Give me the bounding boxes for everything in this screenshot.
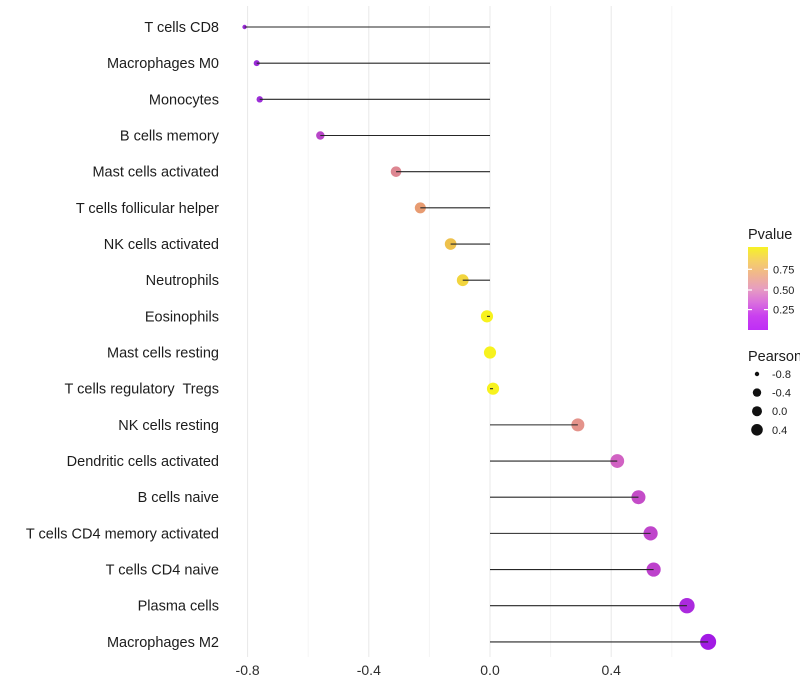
pearson-legend-dot bbox=[751, 424, 763, 436]
y-axis-label: Monocytes bbox=[149, 92, 219, 108]
lollipop-row: Macrophages M0 bbox=[107, 56, 490, 72]
pearson-legend-dot bbox=[754, 371, 760, 377]
y-axis-label: T cells regulatory Tregs bbox=[65, 382, 219, 398]
lollipop-row: Dendritic cells activated bbox=[67, 454, 625, 470]
lollipop-row: B cells memory bbox=[120, 129, 490, 145]
lollipop-row: Macrophages M2 bbox=[107, 633, 717, 651]
pvalue-legend-title: Pvalue bbox=[748, 227, 792, 243]
y-axis-label: Mast cells resting bbox=[107, 346, 219, 362]
lollipop-row: Monocytes bbox=[149, 92, 490, 108]
pearson-legend-title: Pearson bbox=[748, 349, 800, 365]
y-axis-label: Plasma cells bbox=[138, 599, 219, 615]
y-axis-label: Mast cells activated bbox=[92, 165, 219, 181]
pvalue-colorbar bbox=[748, 247, 768, 330]
pearson-legend-dot bbox=[752, 388, 762, 397]
pearson-legend-dot bbox=[752, 406, 762, 417]
y-axis-label: Dendritic cells activated bbox=[67, 454, 219, 470]
lollipop-row: Eosinophils bbox=[145, 309, 494, 325]
pearson-legend-label: -0.4 bbox=[772, 388, 791, 400]
y-axis-label: Macrophages M0 bbox=[107, 56, 219, 72]
y-axis-label: T cells CD4 naive bbox=[106, 563, 219, 579]
y-axis-label: NK cells resting bbox=[118, 418, 219, 434]
x-axis-tick-label: 0.4 bbox=[601, 662, 621, 678]
y-axis-label: Eosinophils bbox=[145, 309, 219, 325]
pvalue-tick-label: 0.25 bbox=[773, 305, 794, 317]
lollipop-row: Mast cells activated bbox=[92, 165, 490, 181]
y-axis-label: B cells memory bbox=[120, 129, 220, 145]
lollipop-row: NK cells activated bbox=[104, 237, 490, 253]
x-axis-tick-label: -0.4 bbox=[357, 662, 381, 678]
pearson-legend-label: 0.4 bbox=[772, 425, 787, 437]
data-point bbox=[256, 96, 263, 103]
lollipop-row: T cells CD8 bbox=[144, 20, 490, 36]
lollipop-row: T cells follicular helper bbox=[76, 201, 490, 217]
pvalue-tick-label: 0.75 bbox=[773, 264, 794, 276]
lollipop-row: T cells regulatory Tregs bbox=[65, 382, 500, 398]
y-axis-label: T cells CD8 bbox=[144, 20, 219, 36]
y-axis-label: Macrophages M2 bbox=[107, 635, 219, 651]
lollipop-row: T cells CD4 naive bbox=[106, 562, 661, 579]
lollipop-row: Neutrophils bbox=[146, 273, 490, 289]
x-axis-tick-label: 0.0 bbox=[480, 662, 500, 678]
x-axis-tick-label: -0.8 bbox=[236, 662, 260, 678]
pvalue-tick-label: 0.50 bbox=[773, 285, 794, 297]
y-axis-label: Neutrophils bbox=[146, 273, 219, 289]
y-axis-label: NK cells activated bbox=[104, 237, 219, 253]
lollipop-row: Mast cells resting bbox=[107, 346, 497, 362]
y-axis-label: T cells CD4 memory activated bbox=[26, 526, 219, 542]
lollipop-row: B cells naive bbox=[138, 490, 646, 506]
lollipop-row: NK cells resting bbox=[118, 418, 585, 434]
data-point bbox=[643, 526, 658, 541]
y-axis-label: B cells naive bbox=[138, 490, 219, 506]
lollipop-row: T cells CD4 memory activated bbox=[26, 526, 658, 542]
lollipop-row: Plasma cells bbox=[138, 598, 695, 615]
pearson-legend-label: 0.0 bbox=[772, 406, 787, 418]
pearson-legend-label: -0.8 bbox=[772, 369, 791, 381]
y-axis-label: T cells follicular helper bbox=[76, 201, 219, 217]
data-point bbox=[483, 346, 497, 359]
